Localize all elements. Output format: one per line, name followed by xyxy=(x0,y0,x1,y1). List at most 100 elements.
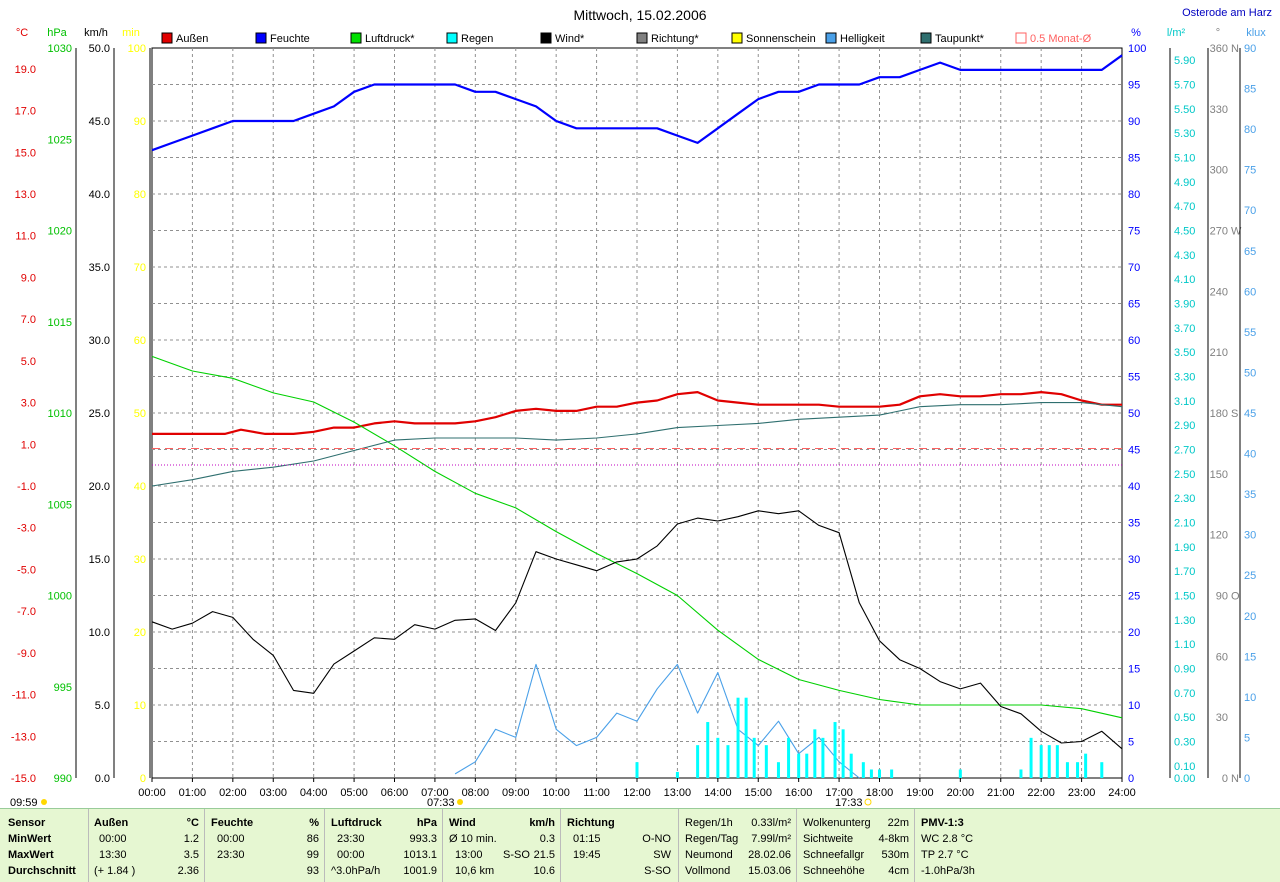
stats-regen-value: 0.33l/m² xyxy=(751,817,791,829)
stats-wolken-label: Schneefallgr xyxy=(803,849,865,861)
axis-tick-temp: 5.0 xyxy=(21,356,36,368)
stats-wolken-label: Wolkenunterg xyxy=(803,817,871,829)
legend-label: Luftdruck* xyxy=(365,33,415,45)
rain-bar xyxy=(675,771,679,778)
rain-bar xyxy=(706,722,710,778)
axis-tick-rain: 4.30 xyxy=(1174,250,1195,262)
axis-tick-temp: -7.0 xyxy=(17,606,36,618)
axis-tick-temp: 7.0 xyxy=(21,314,36,326)
stats-wind-max-value: 21.5 xyxy=(533,849,555,861)
chart-grid xyxy=(151,47,1123,779)
axis-tick-rain: 1.50 xyxy=(1174,591,1195,603)
x-tick-label: 10:00 xyxy=(542,787,570,799)
axis-tick-klux: 35 xyxy=(1244,489,1256,501)
stats-wind-header: Wind xyxy=(449,817,476,829)
stats-feuchte-header: Feuchte xyxy=(211,817,254,829)
legend-label: Sonnenschein xyxy=(746,33,816,45)
axis-tick-pct: 30 xyxy=(1128,554,1140,566)
stats-wolken-column: Wolkenunterg 22m Sichtweite 4-8km Schnee… xyxy=(796,809,915,882)
rain-bar xyxy=(696,745,700,778)
rain-bar xyxy=(1029,737,1033,778)
rain-bar xyxy=(1039,745,1043,778)
x-tick-label: 23:00 xyxy=(1068,787,1096,799)
stats-panel: Sensor MinWert MaxWert Durchschnitt Auße… xyxy=(0,808,1280,882)
x-tick-label: 17:00 xyxy=(825,787,853,799)
axis-tick-rain: 2.50 xyxy=(1174,469,1195,481)
stats-pmv-header: PMV-1:3 xyxy=(921,817,964,829)
axis-tick-deg-label: O xyxy=(1231,591,1240,603)
axis-tick-temp: 3.0 xyxy=(21,398,36,410)
axis-tick-rain: 3.90 xyxy=(1174,299,1195,311)
axis-tick-hpa: 995 xyxy=(54,682,72,694)
axis-tick-pct: 55 xyxy=(1128,372,1140,384)
axis-unit-temp: °C xyxy=(16,27,28,39)
axis-tick-pct: 70 xyxy=(1128,262,1140,274)
legend-label: Feuchte xyxy=(270,33,310,45)
series-line-feuchte xyxy=(151,54,1123,152)
stats-wind-unit: km/h xyxy=(529,817,555,829)
stats-luftdruck-max-value: 1013.1 xyxy=(403,849,437,861)
axis-tick-klux: 10 xyxy=(1244,692,1256,704)
axis-tick-rain: 0.90 xyxy=(1174,664,1195,676)
stats-luftdruck-header: Luftdruck xyxy=(331,817,382,829)
chart-marks xyxy=(151,54,1123,779)
axis-tick-temp: 15.0 xyxy=(15,147,36,159)
axis-tick-kmh: 25.0 xyxy=(89,408,110,420)
axis-tick-kmh: 50.0 xyxy=(89,43,110,55)
axis-tick-hpa: 1010 xyxy=(48,408,72,420)
axis-tick-min: 0 xyxy=(140,773,146,785)
legend-label: Helligkeit xyxy=(840,33,885,45)
stats-feuchte-min-time: 00:00 xyxy=(217,833,245,845)
axis-tick-rain: 4.50 xyxy=(1174,226,1195,238)
axis-unit-kmh: km/h xyxy=(84,27,108,39)
axis-tick-kmh: 20.0 xyxy=(89,481,110,493)
rain-bar xyxy=(833,722,837,778)
rain-bar xyxy=(841,729,845,778)
axis-tick-deg: 300 xyxy=(1210,165,1228,177)
rain-bar xyxy=(752,737,756,778)
axis-tick-klux: 90 xyxy=(1244,43,1256,55)
rain-bar xyxy=(787,737,791,778)
axis-tick-kmh: 30.0 xyxy=(89,335,110,347)
axis-tick-temp: -9.0 xyxy=(17,648,36,660)
axis-tick-pct: 10 xyxy=(1128,700,1140,712)
axis-tick-klux: 50 xyxy=(1244,367,1256,379)
stats-luftdruck-avg-value: 1001.9 xyxy=(403,865,437,877)
axis-tick-klux: 60 xyxy=(1244,286,1256,298)
axis-tick-deg: 60 xyxy=(1216,651,1228,663)
stats-feuchte-max-time: 23:30 xyxy=(217,849,245,861)
series-line-wind xyxy=(151,510,1123,750)
x-tick-label: 20:00 xyxy=(947,787,975,799)
chart-axes: 00:00 01:00 02:00 03:00 04:00 05:00 06:00 07:00… xyxy=(11,27,1266,799)
axis-tick-rain: 3.70 xyxy=(1174,323,1195,335)
axis-tick-pct: 45 xyxy=(1128,445,1140,457)
axis-tick-temp: -3.0 xyxy=(17,523,36,535)
stats-richtung-min-value: O-NO xyxy=(642,833,671,845)
axis-tick-rain: 4.70 xyxy=(1174,201,1195,213)
sunrise-label: 07:33 xyxy=(427,797,455,808)
axis-tick-min: 70 xyxy=(134,262,146,274)
axis-tick-rain: 2.90 xyxy=(1174,420,1195,432)
sunset-label: 17:33 xyxy=(835,797,863,808)
axis-tick-hpa: 1030 xyxy=(48,43,72,55)
legend-label: Regen xyxy=(461,33,493,45)
x-tick-label: 07:00 xyxy=(421,787,449,799)
axis-tick-temp: -11.0 xyxy=(12,690,36,702)
x-tick-label: 24:00 xyxy=(1108,787,1136,799)
axis-tick-pct: 5 xyxy=(1128,737,1134,749)
axis-tick-rain: 5.70 xyxy=(1174,80,1195,92)
x-tick-label: 08:00 xyxy=(462,787,490,799)
rain-bar xyxy=(1076,762,1080,778)
rain-bar xyxy=(821,737,825,778)
chart-legend: Außen Feuchte Luftdruck* Regen Wind* Richtung… xyxy=(161,32,1092,45)
axis-tick-klux: 5 xyxy=(1244,732,1250,744)
stats-wind-avg-value: 10.6 xyxy=(533,865,555,877)
axis-tick-rain: 3.30 xyxy=(1174,372,1195,384)
axis-tick-rain: 2.30 xyxy=(1174,493,1195,505)
series-line-helligkeit xyxy=(454,663,860,779)
axis-tick-klux: 45 xyxy=(1244,408,1256,420)
rain-bar xyxy=(716,737,720,778)
axis-tick-klux: 0 xyxy=(1244,773,1250,785)
stats-feuchte-max-value: 99 xyxy=(306,849,319,861)
stats-wolken-value: 4-8km xyxy=(878,833,909,845)
